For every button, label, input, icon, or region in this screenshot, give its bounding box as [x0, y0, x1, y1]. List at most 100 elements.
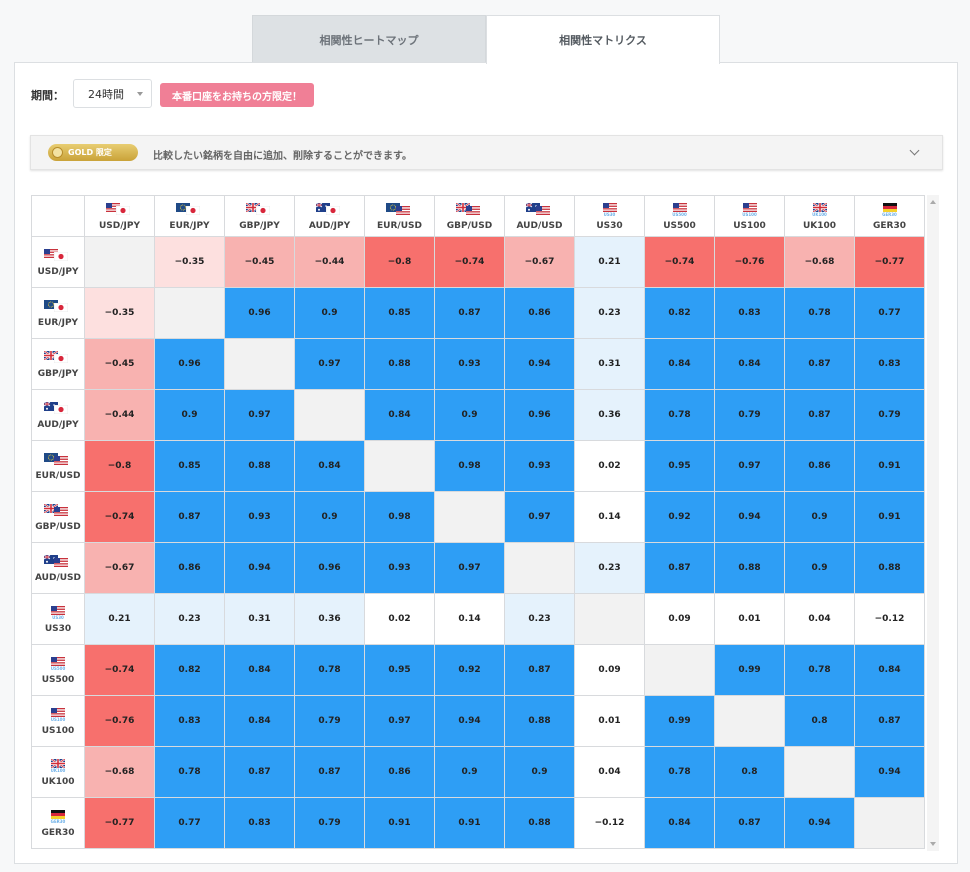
- flag-group: GER30: [43, 810, 73, 824]
- correlation-cell: 0.79: [714, 389, 785, 441]
- correlation-cell: 0.87: [154, 491, 225, 543]
- correlation-cell: −0.8: [364, 236, 435, 288]
- index-sublabel: US500: [672, 212, 687, 217]
- gold-feature-bar[interactable]: GOLD 限定 比較したい銘柄を自由に追加、削除することができます。: [30, 135, 943, 170]
- matrix-scroll-area[interactable]: USD/JPY EUR/JPY GBP/JPY AUD/JPY EUR/USD GBP/U…: [31, 195, 943, 851]
- column-header-label: US30: [596, 221, 623, 231]
- us-flag-icon: [465, 206, 480, 218]
- row-header: US30 US30: [31, 593, 85, 645]
- correlation-cell: 0.86: [784, 440, 855, 492]
- correlation-cell: 0.98: [434, 440, 505, 492]
- correlation-cell: 0.79: [294, 695, 365, 747]
- au-flag-icon: [43, 401, 58, 414]
- row-header: US500 US500: [31, 644, 85, 696]
- tab-matrix[interactable]: 相関性マトリクス: [486, 15, 720, 64]
- correlation-cell: 0.97: [294, 338, 365, 390]
- correlation-cell: 0.92: [644, 491, 715, 543]
- correlation-cell: 0.83: [854, 338, 925, 390]
- correlation-cell: 0.87: [784, 338, 855, 390]
- tab-heatmap[interactable]: 相関性ヒートマップ: [252, 15, 486, 63]
- correlation-cell: 0.36: [574, 389, 645, 441]
- flag-group: US30: [43, 606, 73, 620]
- scroll-up-icon[interactable]: [930, 200, 936, 204]
- us-flag-icon: [54, 456, 68, 468]
- us-flag-icon: [51, 708, 65, 720]
- correlation-cell: 0.9: [434, 389, 505, 441]
- row-header: US100 US100: [31, 695, 85, 747]
- gold-badge: GOLD 限定: [48, 144, 138, 161]
- correlation-cell: 0.87: [714, 797, 785, 849]
- correlation-cell: 0.31: [574, 338, 645, 390]
- correlation-cell: 0.78: [644, 389, 715, 441]
- column-header-label: UK100: [802, 221, 837, 231]
- diagonal-cell: [224, 338, 295, 390]
- column-header-label: US100: [733, 221, 766, 231]
- correlation-cell: −0.44: [84, 389, 155, 441]
- scroll-down-icon[interactable]: [930, 842, 936, 846]
- flag-group: [454, 202, 485, 218]
- correlation-cell: −0.67: [504, 236, 575, 288]
- correlation-cell: 0.36: [294, 593, 365, 645]
- correlation-cell: 0.77: [854, 287, 925, 339]
- flag-group: [43, 453, 73, 467]
- diagonal-cell: [854, 797, 925, 849]
- correlation-cell: 0.94: [784, 797, 855, 849]
- correlation-matrix: USD/JPY EUR/JPY GBP/JPY AUD/JPY EUR/USD GBP/U…: [31, 195, 925, 849]
- correlation-cell: 0.87: [854, 695, 925, 747]
- row-header-label: GBP/USD: [35, 522, 81, 532]
- correlation-cell: 0.99: [644, 695, 715, 747]
- us-flag-icon: [105, 203, 120, 215]
- uk-flag-icon: [811, 202, 828, 215]
- correlation-cell: −0.77: [854, 236, 925, 288]
- row-header: AUD/USD: [31, 542, 85, 594]
- eu-flag-icon: [175, 203, 190, 215]
- row-header: USD/JPY: [31, 236, 85, 288]
- us-flag-icon: [51, 657, 65, 669]
- correlation-cell: 0.23: [504, 593, 575, 645]
- period-select[interactable]: 24時間: [73, 79, 152, 108]
- jp-flag-icon: [185, 205, 200, 218]
- correlation-cell: 0.78: [154, 746, 225, 798]
- correlation-cell: 0.01: [574, 695, 645, 747]
- correlation-cell: 0.93: [224, 491, 295, 543]
- correlation-cell: −0.12: [574, 797, 645, 849]
- tab-bar: 相関性ヒートマップ 相関性マトリクス: [252, 15, 720, 64]
- correlation-cell: 0.97: [714, 440, 785, 492]
- live-account-badge: 本番口座をお持ちの方限定！: [160, 83, 314, 107]
- correlation-cell: 0.91: [854, 491, 925, 543]
- diagonal-cell: [714, 695, 785, 747]
- matrix-row: AUD/USD −0.67 0.86 0.94 0.96 0.93 0.97 0.23 0.87…: [31, 542, 925, 594]
- correlation-cell: 0.87: [784, 389, 855, 441]
- correlation-cell: 0.97: [364, 695, 435, 747]
- correlation-cell: 0.9: [154, 389, 225, 441]
- vertical-scrollbar[interactable]: [927, 195, 939, 851]
- flag-group: US100: [735, 203, 765, 217]
- us-flag-icon: [535, 206, 550, 218]
- column-header: AUD/USD: [504, 195, 575, 237]
- correlation-cell: 0.85: [154, 440, 225, 492]
- correlation-cell: 0.9: [294, 287, 365, 339]
- gold-coin-icon: [52, 147, 63, 158]
- diagonal-cell: [84, 236, 155, 288]
- correlation-cell: 0.97: [504, 491, 575, 543]
- correlation-cell: 0.87: [644, 542, 715, 594]
- correlation-cell: 0.09: [644, 593, 715, 645]
- correlation-cell: 0.78: [784, 644, 855, 696]
- chevron-down-icon[interactable]: [909, 145, 920, 156]
- matrix-row: USD/JPY −0.35 −0.45 −0.44 −0.8 −0.74 −0.67 0.21…: [31, 236, 925, 288]
- matrix-row: GBP/USD −0.74 0.87 0.93 0.9 0.98 0.97 0.14 0.92 0…: [31, 491, 925, 543]
- correlation-cell: 0.87: [504, 644, 575, 696]
- us-flag-icon: [672, 203, 687, 215]
- row-header: GBP/JPY: [31, 338, 85, 390]
- correlation-cell: 0.94: [714, 491, 785, 543]
- flag-group: US100: [43, 708, 73, 722]
- correlation-cell: 0.99: [714, 644, 785, 696]
- row-header: GBP/USD: [31, 491, 85, 543]
- flag-group: US30: [595, 203, 625, 217]
- correlation-cell: 0.94: [224, 542, 295, 594]
- correlation-cell: −0.77: [84, 797, 155, 849]
- index-sublabel: US30: [603, 212, 616, 217]
- column-header: GER30 GER30: [854, 195, 925, 237]
- correlation-cell: 0.84: [644, 338, 715, 390]
- correlation-cell: 0.87: [224, 746, 295, 798]
